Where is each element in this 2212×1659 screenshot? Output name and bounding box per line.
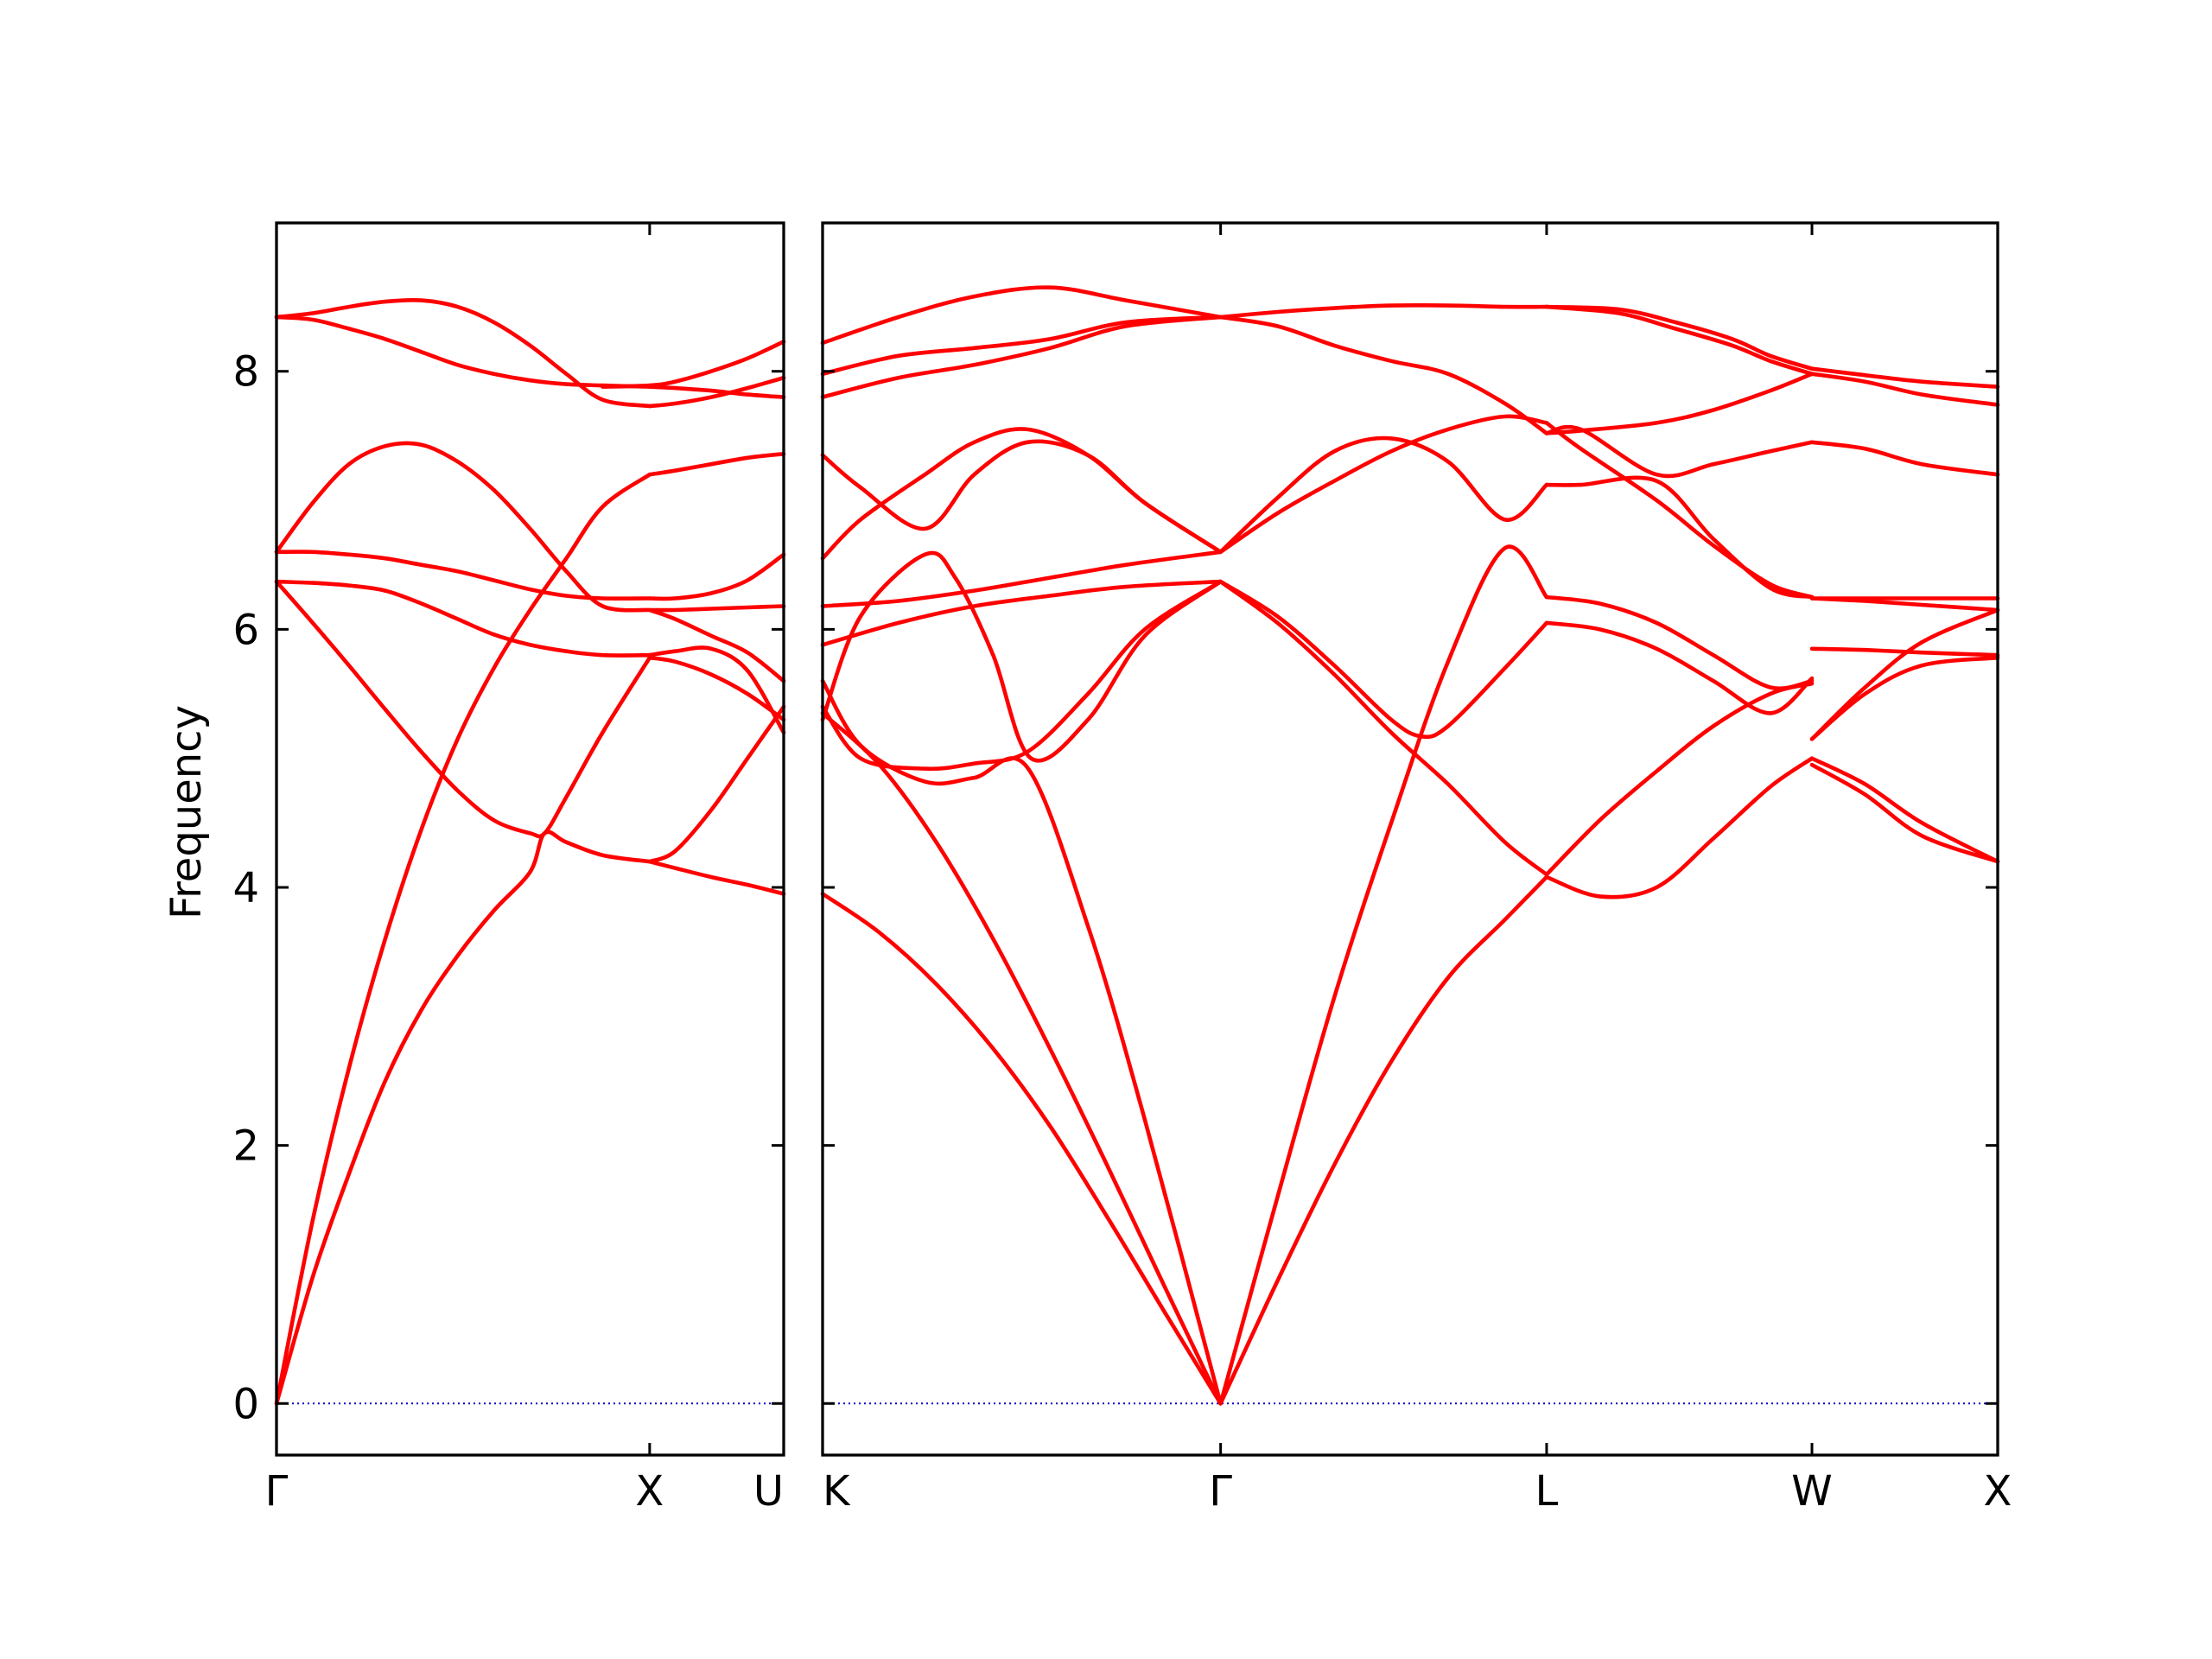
high-symmetry-label: U — [753, 1467, 784, 1516]
phonon-band-1-32 — [1809, 366, 2000, 389]
high-symmetry-label: W — [1791, 1467, 1832, 1516]
phonon-band-0-2 — [274, 472, 652, 1406]
phonon-band-1-9 — [1218, 435, 1549, 555]
phonon-band-1-20 — [1544, 372, 1815, 435]
phonon-band-0-10 — [647, 552, 786, 601]
phonon-band-0-6 — [647, 704, 786, 864]
phonon-band-1-36 — [820, 439, 1223, 555]
phonon-band-1-25 — [1809, 655, 2000, 741]
phonon-band-0-16 — [274, 297, 652, 409]
y-tick-label: 6 — [232, 606, 259, 654]
phonon-band-1-24 — [1809, 756, 2000, 864]
y-tick-label: 0 — [232, 1380, 259, 1428]
phonon-band-1-7 — [1218, 544, 1549, 1406]
phonon-band-0-12 — [647, 604, 786, 613]
phonon-band-1-27 — [1809, 646, 2000, 658]
phonon-band-1-31 — [1809, 372, 2000, 407]
phonon-band-1-21 — [1544, 304, 1815, 371]
high-symmetry-label: K — [823, 1467, 851, 1516]
phonon-band-1-29 — [1809, 596, 2000, 613]
phonon-band-1-39 — [820, 315, 1223, 399]
high-symmetry-label: L — [1535, 1467, 1559, 1516]
plot-frame — [275, 221, 785, 1457]
phonon-band-1-10 — [1218, 414, 1549, 555]
phonon-band-1-30 — [1809, 440, 2000, 477]
plot-frame — [821, 221, 1999, 1457]
phonon-band-1-13 — [1544, 681, 1815, 877]
y-tick-label: 2 — [232, 1122, 259, 1171]
phonon-band-0-18 — [601, 340, 786, 389]
phonon-band-1-2 — [820, 678, 1223, 1406]
phonon-band-0-5 — [647, 655, 786, 722]
panel-left: 0 2 4 6 8 Γ X U — [232, 221, 786, 1516]
phonon-band-0-15 — [647, 385, 786, 399]
high-symmetry-label: Γ — [1209, 1467, 1232, 1516]
high-symmetry-label: Γ — [265, 1467, 289, 1516]
phonon-band-0-17 — [647, 375, 786, 409]
phonon-band-1-1 — [820, 711, 1223, 1406]
phonon-band-1-19 — [1544, 421, 1815, 600]
phonon-band-0-7 — [274, 579, 652, 658]
phonon-band-0-3 — [647, 452, 786, 477]
phonon-band-1-34 — [820, 579, 1223, 647]
phonon-band-1-0 — [820, 892, 1223, 1406]
phonon-band-0-14 — [274, 315, 652, 389]
phonon-band-0-1 — [647, 859, 786, 896]
phonon-band-1-12 — [1218, 302, 1549, 320]
phonon-band-1-5 — [1218, 579, 1549, 877]
phonon-band-1-16 — [1544, 594, 1815, 690]
phonon-band-1-33 — [820, 550, 1223, 608]
high-symmetry-label: X — [1984, 1467, 2012, 1516]
y-tick-label: 8 — [232, 348, 259, 397]
high-symmetry-label: X — [635, 1467, 664, 1516]
phonon-band-0-9 — [274, 550, 652, 601]
phonon-band-1-35 — [820, 427, 1223, 561]
y-axis-label: Frequency — [162, 705, 211, 919]
phonon-band-1-26 — [1809, 607, 2000, 741]
phonon-band-1-6 — [1218, 579, 1549, 740]
phonon-band-0-0 — [274, 830, 652, 1406]
phonon-band-1-23 — [1809, 762, 2000, 864]
phonon-band-1-3 — [820, 579, 1223, 772]
phonon-band-0-13 — [647, 607, 786, 683]
phonon-band-1-22 — [1544, 304, 1815, 376]
y-tick-label: 4 — [232, 864, 259, 912]
phonon-band-1-38 — [820, 315, 1223, 376]
phonon-band-0-4 — [274, 579, 652, 839]
phonon-band-1-37 — [820, 285, 1223, 346]
phonon-band-1-8 — [1218, 874, 1549, 1406]
phonon-band-1-11 — [1218, 315, 1549, 435]
phonon-band-0-11 — [274, 441, 652, 613]
phonon-band-1-17 — [1544, 475, 1815, 600]
phonon-band-1-14 — [1544, 756, 1815, 899]
phonon-band-1-15 — [1544, 620, 1815, 715]
phonon-band-0-8 — [647, 645, 786, 735]
